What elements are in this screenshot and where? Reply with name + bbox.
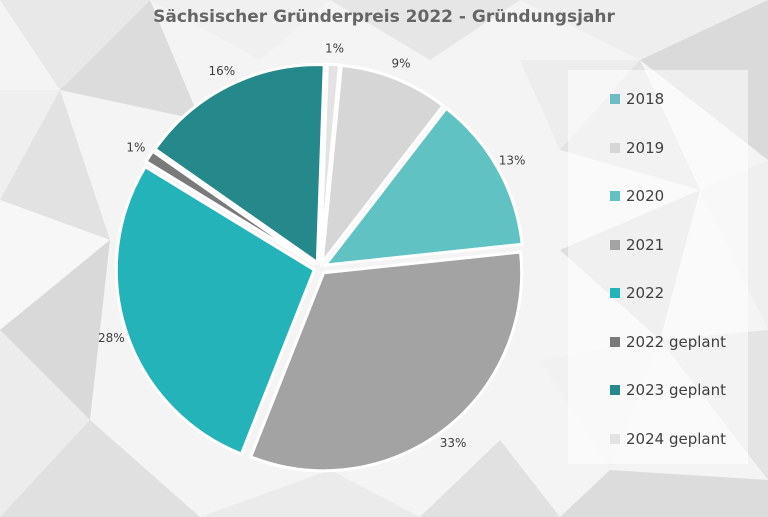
pie-slice-2023-geplant [152, 63, 326, 266]
legend-swatch [610, 385, 620, 395]
legend-item-2018: 2018 [610, 88, 664, 110]
legend: 2018 2019 2020 2021 2022 2022 geplant 2023 gep… [568, 70, 748, 464]
legend-item-2022: 2022 [610, 282, 664, 304]
legend-swatch [610, 433, 620, 444]
data-label-2022-geplant: 1% [126, 141, 145, 155]
legend-item-2023-geplant: 2023 geplant [610, 379, 726, 401]
legend-item-2024-geplant: 2024 geplant [610, 428, 726, 450]
legend-label: 2022 [626, 284, 665, 302]
legend-item-2021: 2021 [610, 234, 664, 256]
data-label-2020: 13% [499, 154, 526, 168]
pie-slice-2022 [114, 164, 317, 456]
pie-slice-2024-geplant [318, 62, 342, 263]
legend-label: 2018 [626, 90, 665, 108]
data-label-2024-geplant: 1% [325, 41, 344, 55]
legend-swatch [610, 142, 620, 153]
pie-slice-2022-geplant [143, 149, 316, 266]
legend-label: 2024 geplant [626, 429, 726, 448]
pie-slice-2020 [321, 106, 524, 267]
legend-swatch [610, 336, 620, 347]
data-label-2021: 33% [440, 436, 467, 450]
legend-swatch [610, 94, 620, 104]
data-label-2022: 28% [98, 331, 125, 345]
legend-label: 2023 geplant [626, 381, 726, 399]
legend-label: 2021 [626, 235, 665, 254]
pie-slice-2021 [248, 250, 524, 473]
legend-item-2019: 2019 [610, 137, 664, 159]
data-label-2023-geplant: 16% [208, 64, 235, 78]
legend-label: 2022 geplant [626, 332, 726, 351]
chart-title: Sächsischer Gründerpreis 2022 - Gründung… [153, 7, 615, 27]
pie-slice-2019 [320, 63, 446, 268]
legend-swatch [610, 239, 620, 250]
legend-swatch [610, 288, 620, 298]
data-label-2019: 9% [391, 56, 410, 70]
legend-label: 2020 [626, 187, 665, 205]
legend-item-2020: 2020 [610, 185, 664, 207]
legend-label: 2019 [626, 138, 665, 157]
legend-item-2022-geplant: 2022 geplant [610, 331, 726, 353]
legend-swatch [610, 191, 620, 201]
